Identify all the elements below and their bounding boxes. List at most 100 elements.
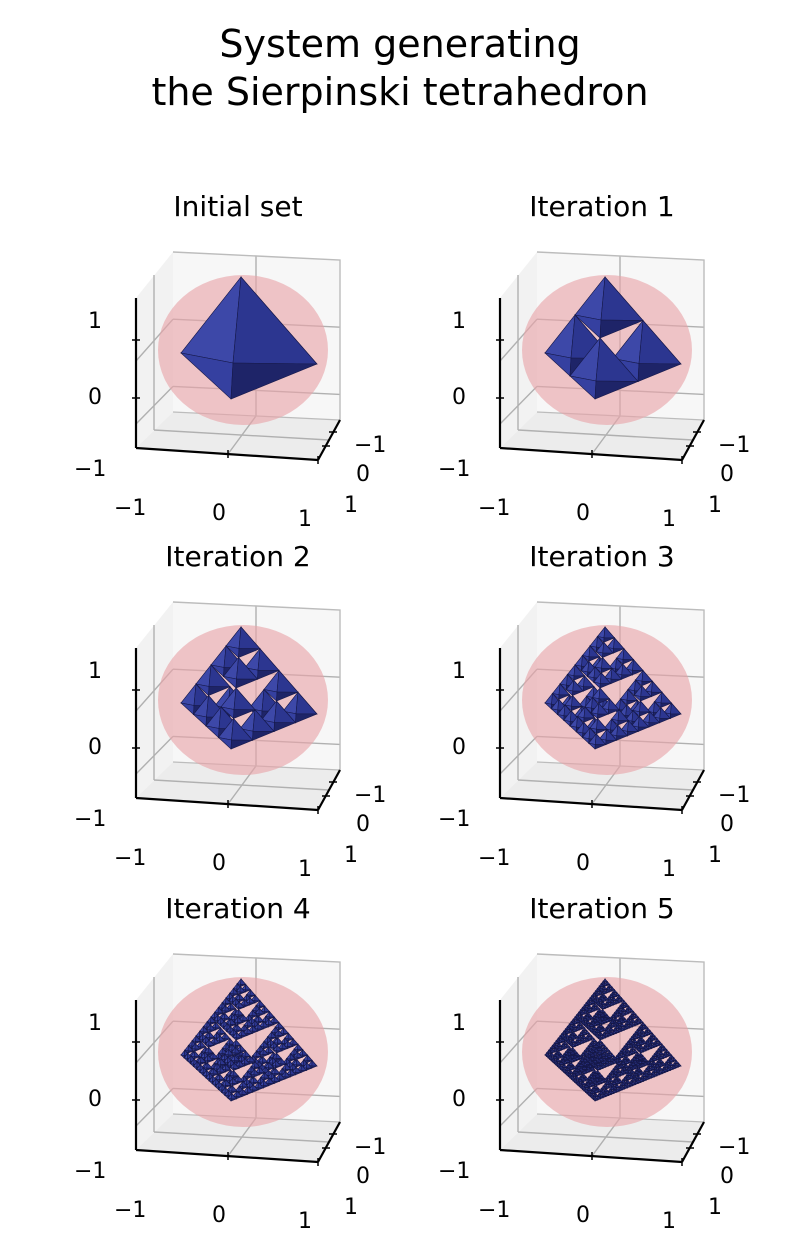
tetra-face bbox=[262, 1085, 269, 1089]
tetra-face bbox=[292, 1043, 299, 1047]
subplot-title: Iteration 5 bbox=[529, 892, 675, 925]
tetra-face bbox=[604, 981, 608, 984]
tetra-face bbox=[588, 656, 600, 662]
tetra-face bbox=[612, 1003, 617, 1006]
tetra-face bbox=[263, 1011, 270, 1015]
subplot-3d-axes: 10−1−1 0 1−101 bbox=[74, 953, 386, 1234]
tetra-face bbox=[572, 690, 584, 696]
tetra-face bbox=[200, 1062, 206, 1066]
tetra-face bbox=[277, 1035, 284, 1039]
y-tick-label: −1 bbox=[718, 783, 750, 808]
tetra-face bbox=[624, 1021, 628, 1023]
tetra-face bbox=[626, 1023, 630, 1026]
tetra-face bbox=[274, 1065, 281, 1069]
tetra-face bbox=[253, 1074, 260, 1078]
tetra-face bbox=[626, 731, 639, 737]
tetra-face bbox=[241, 1035, 247, 1039]
y-axis-line bbox=[317, 419, 341, 461]
z-tick-label: 0 bbox=[88, 385, 102, 410]
tetra-face bbox=[618, 1001, 622, 1004]
tetra-face bbox=[230, 1098, 237, 1102]
tetra-face bbox=[639, 1022, 644, 1025]
tetra-face bbox=[632, 1014, 636, 1016]
tetra-face bbox=[244, 989, 251, 993]
tetra-face bbox=[631, 1025, 636, 1028]
tetra-face bbox=[301, 1054, 308, 1058]
subplot-title: Iteration 2 bbox=[165, 540, 311, 573]
z-tick-label: 1 bbox=[88, 659, 102, 684]
z-tick-label: −1 bbox=[74, 1159, 106, 1184]
tetra-face bbox=[638, 711, 651, 717]
tetra-face bbox=[629, 1018, 633, 1021]
tetra-face bbox=[202, 1031, 209, 1035]
tetra-face bbox=[285, 1068, 291, 1072]
tetra-face bbox=[594, 380, 639, 400]
tetra-face bbox=[603, 989, 607, 991]
tetra-face bbox=[284, 1076, 291, 1080]
tetra-face bbox=[601, 1011, 605, 1014]
tetra-face bbox=[604, 985, 608, 988]
tetra-face bbox=[637, 726, 649, 732]
tetra-face bbox=[599, 993, 603, 996]
subplot-iteration-5: Iteration 5 1 0 −1 −1 0 1 −1 0 1 bbox=[438, 892, 800, 1242]
tetra-face bbox=[581, 1013, 585, 1016]
grid-line bbox=[517, 779, 694, 791]
subplot-iteration-1: Iteration 1 1 0 −1 −1 0 1 −1 0 1 bbox=[438, 190, 800, 540]
tetra-face bbox=[600, 667, 613, 674]
grid-line bbox=[153, 779, 330, 791]
subplot-title: Iteration 1 bbox=[529, 190, 675, 223]
tetra-face bbox=[235, 1045, 241, 1049]
x-tick-label: 0 bbox=[576, 501, 590, 526]
tetra-face bbox=[282, 1033, 289, 1037]
x-tick-label: 1 bbox=[298, 507, 312, 532]
tetra-face bbox=[289, 1074, 296, 1078]
z-tick-label: 1 bbox=[88, 1011, 102, 1036]
tetra-face bbox=[583, 717, 595, 723]
tetra-face bbox=[286, 1046, 293, 1050]
tetra-face bbox=[232, 993, 239, 997]
subplot-3d-axes: 10−1−1 0 1−101 bbox=[438, 953, 750, 1234]
tetra-face bbox=[263, 1046, 269, 1050]
tetra-face bbox=[603, 992, 607, 995]
tetra-face bbox=[230, 1024, 236, 1028]
floor-pane bbox=[136, 412, 340, 460]
subplot-3d-axes: 10−1−1 0 1−101 bbox=[438, 601, 750, 882]
tetra-face bbox=[276, 1050, 282, 1054]
tetra-face bbox=[232, 1075, 239, 1079]
tetra-face bbox=[581, 1009, 585, 1012]
tetra-face bbox=[589, 1000, 593, 1003]
x-tick-label: 0 bbox=[212, 1203, 226, 1228]
tetra-face bbox=[257, 1087, 264, 1091]
tetra-face bbox=[630, 1011, 634, 1014]
tetra-face bbox=[581, 1017, 585, 1020]
tetra-face bbox=[274, 1073, 281, 1077]
tetra-face bbox=[637, 1023, 641, 1026]
tetra-face bbox=[194, 1048, 201, 1052]
tetra-face bbox=[246, 1076, 253, 1080]
tetra-face bbox=[306, 1060, 313, 1064]
tetra-face bbox=[622, 659, 634, 665]
tetra-face bbox=[621, 1026, 625, 1028]
tetra-face bbox=[289, 1058, 296, 1062]
tetra-face bbox=[238, 1006, 244, 1010]
tetra-face bbox=[251, 1030, 258, 1034]
y-tick-label: 1 bbox=[344, 493, 358, 518]
tetra-face bbox=[300, 1070, 307, 1074]
tetra-face bbox=[593, 1009, 597, 1012]
tetra-face bbox=[267, 1024, 274, 1028]
x-axis-line bbox=[135, 796, 319, 812]
tetra-face bbox=[597, 713, 609, 719]
tetra-face bbox=[594, 1025, 598, 1028]
tetra-face bbox=[604, 1006, 608, 1009]
tetra-face bbox=[297, 1049, 303, 1053]
tetra-face bbox=[212, 1073, 219, 1077]
tetra-face bbox=[627, 1012, 631, 1015]
tetra-face bbox=[244, 1055, 251, 1059]
tetra-face bbox=[262, 1026, 269, 1030]
tetra-face bbox=[238, 648, 261, 658]
tetra-face bbox=[584, 1020, 588, 1023]
tetra-face bbox=[276, 1042, 283, 1046]
tetra-face bbox=[621, 674, 633, 680]
tetra-face bbox=[239, 1050, 246, 1054]
tetra-face bbox=[621, 1029, 625, 1032]
